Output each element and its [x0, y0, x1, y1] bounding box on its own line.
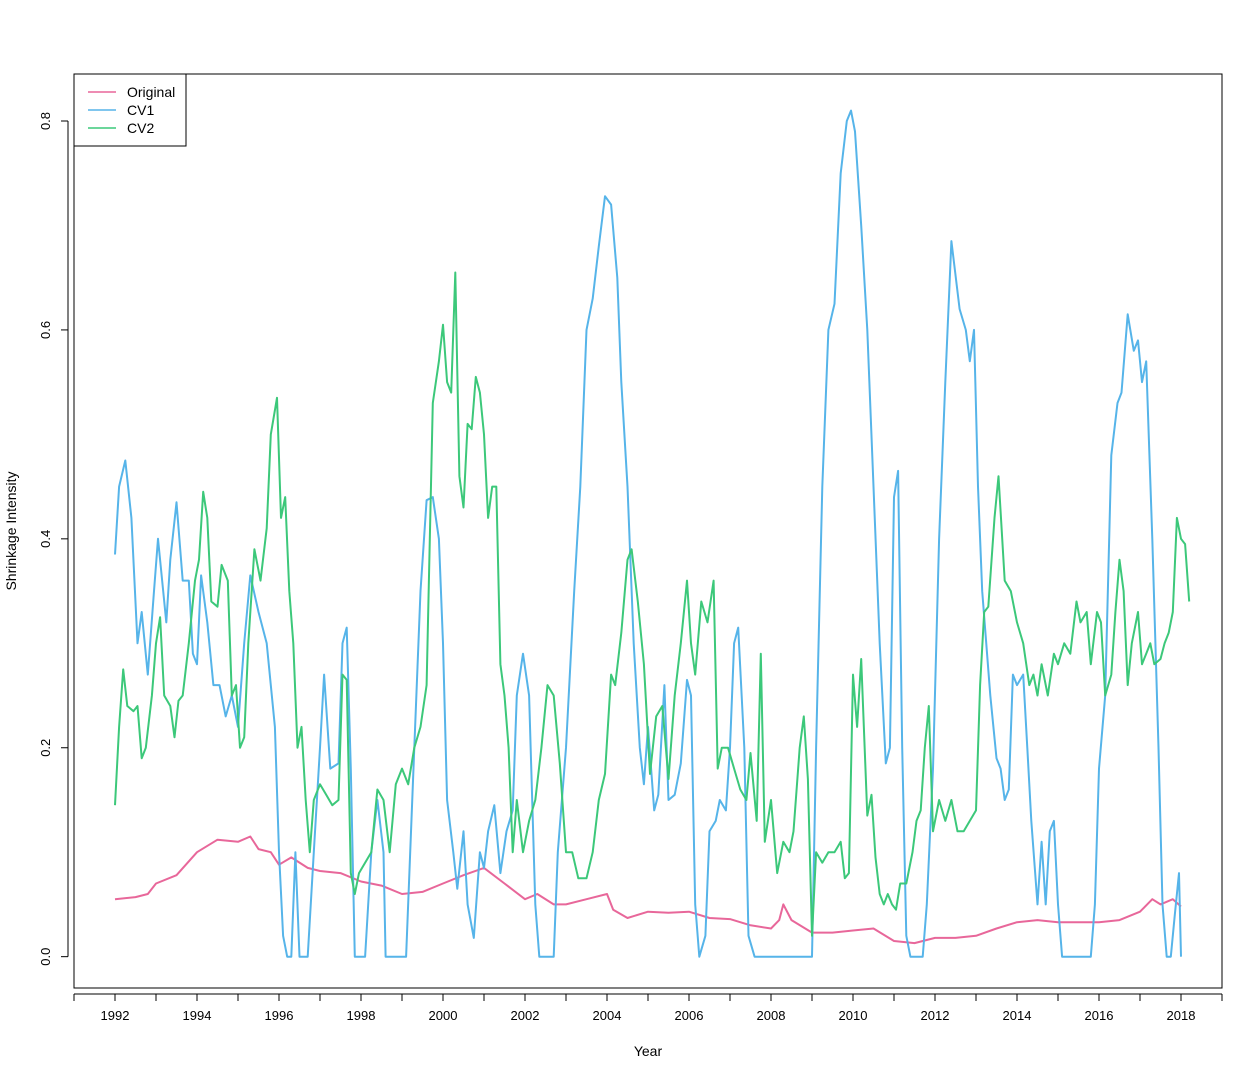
y-tick-label: 0.8: [38, 112, 53, 130]
x-tick-label: 2000: [429, 1008, 458, 1023]
x-tick-label: 2008: [757, 1008, 786, 1023]
x-tick-label: 1996: [265, 1008, 294, 1023]
plot-area-border: [73, 73, 1223, 989]
x-tick-label: 2018: [1167, 1008, 1196, 1023]
legend-label: CV1: [127, 102, 154, 118]
y-axis-label: Shrinkage Intensity: [3, 471, 19, 590]
y-axis: 0.0 0.2 0.4 0.6 0.8: [38, 112, 69, 966]
series-line-cv1: [114, 109, 1182, 958]
series-line-cv2: [114, 271, 1191, 937]
x-tick-label: 2004: [593, 1008, 622, 1023]
legend: Original CV1 CV2: [73, 73, 187, 147]
series-lines: [114, 109, 1191, 958]
series-line-original: [114, 835, 1182, 945]
x-tick-label: 1992: [101, 1008, 130, 1023]
x-tick-label: 1998: [347, 1008, 376, 1023]
x-tick-label: 2014: [1003, 1008, 1032, 1023]
y-tick-label: 0.4: [38, 530, 53, 548]
x-tick-label: 1994: [183, 1008, 212, 1023]
x-axis-label: Year: [634, 1043, 663, 1059]
legend-label: Original: [127, 84, 175, 100]
x-tick-label: 2012: [921, 1008, 950, 1023]
x-tick-label: 2010: [839, 1008, 868, 1023]
y-tick-label: 0.0: [38, 948, 53, 966]
y-tick-label: 0.2: [38, 739, 53, 757]
x-tick-label: 2002: [511, 1008, 540, 1023]
x-tick-label: 2016: [1085, 1008, 1114, 1023]
y-tick-label: 0.6: [38, 321, 53, 339]
x-tick-label: 2006: [675, 1008, 704, 1023]
x-axis: 1992 1994 1996 1998 2000 2002 2004 2006 2008 2010…: [73, 993, 1223, 1023]
legend-label: CV2: [127, 120, 154, 136]
